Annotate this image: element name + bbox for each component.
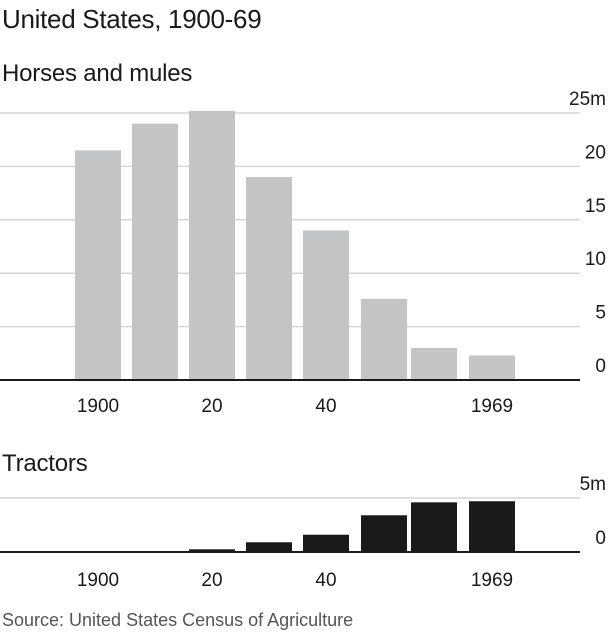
horses-y-tick-label: 5 xyxy=(595,303,606,324)
horses-panel-title: Horses and mules xyxy=(2,60,193,87)
horses-bar-1910 xyxy=(132,123,178,381)
tractors-y-tick-label: 5m xyxy=(580,474,606,495)
figure-title: United States, 1900-69 xyxy=(2,4,262,34)
tractors-x-tick-label: 1900 xyxy=(77,570,119,591)
tractors-y-tick-label: 0 xyxy=(595,528,606,549)
horses-bar-1959 xyxy=(411,347,457,380)
horses-y-tick-label: 25m xyxy=(569,89,606,110)
horses-bar-1900 xyxy=(75,150,121,380)
horses-bar-1930 xyxy=(246,177,292,380)
tractors-x-tick-label: 40 xyxy=(315,570,336,591)
horses-x-tick-label: 1969 xyxy=(471,396,513,417)
horses-y-tick-label: 15 xyxy=(585,196,606,217)
tractors-bar-1969 xyxy=(469,501,515,552)
horses-bar-1940 xyxy=(303,230,349,380)
horses-y-tick-label: 10 xyxy=(585,249,606,270)
tractors-bar-1940 xyxy=(303,534,349,552)
horses-bar-1969 xyxy=(469,355,515,380)
tractors-x-tick-label: 1969 xyxy=(471,570,513,591)
tractors-bar-1950 xyxy=(361,515,407,552)
tractors-panel-title: Tractors xyxy=(2,450,88,477)
horses-y-tick-label: 0 xyxy=(595,356,606,377)
tractors-bar-1920 xyxy=(189,549,235,552)
horses-bar-1920 xyxy=(189,110,235,380)
horses-x-tick-label: 1900 xyxy=(77,396,119,417)
tractors-x-tick-label: 20 xyxy=(201,570,222,591)
horses-x-tick-label: 40 xyxy=(315,396,336,417)
source-note: Source: United States Census of Agricult… xyxy=(2,610,354,630)
horses-bar-1950 xyxy=(361,298,407,380)
tractors-bar-1959 xyxy=(411,502,457,552)
horses-y-tick-label: 20 xyxy=(585,142,606,163)
horses-x-tick-label: 20 xyxy=(201,396,222,417)
tractors-bar-1930 xyxy=(246,542,292,552)
